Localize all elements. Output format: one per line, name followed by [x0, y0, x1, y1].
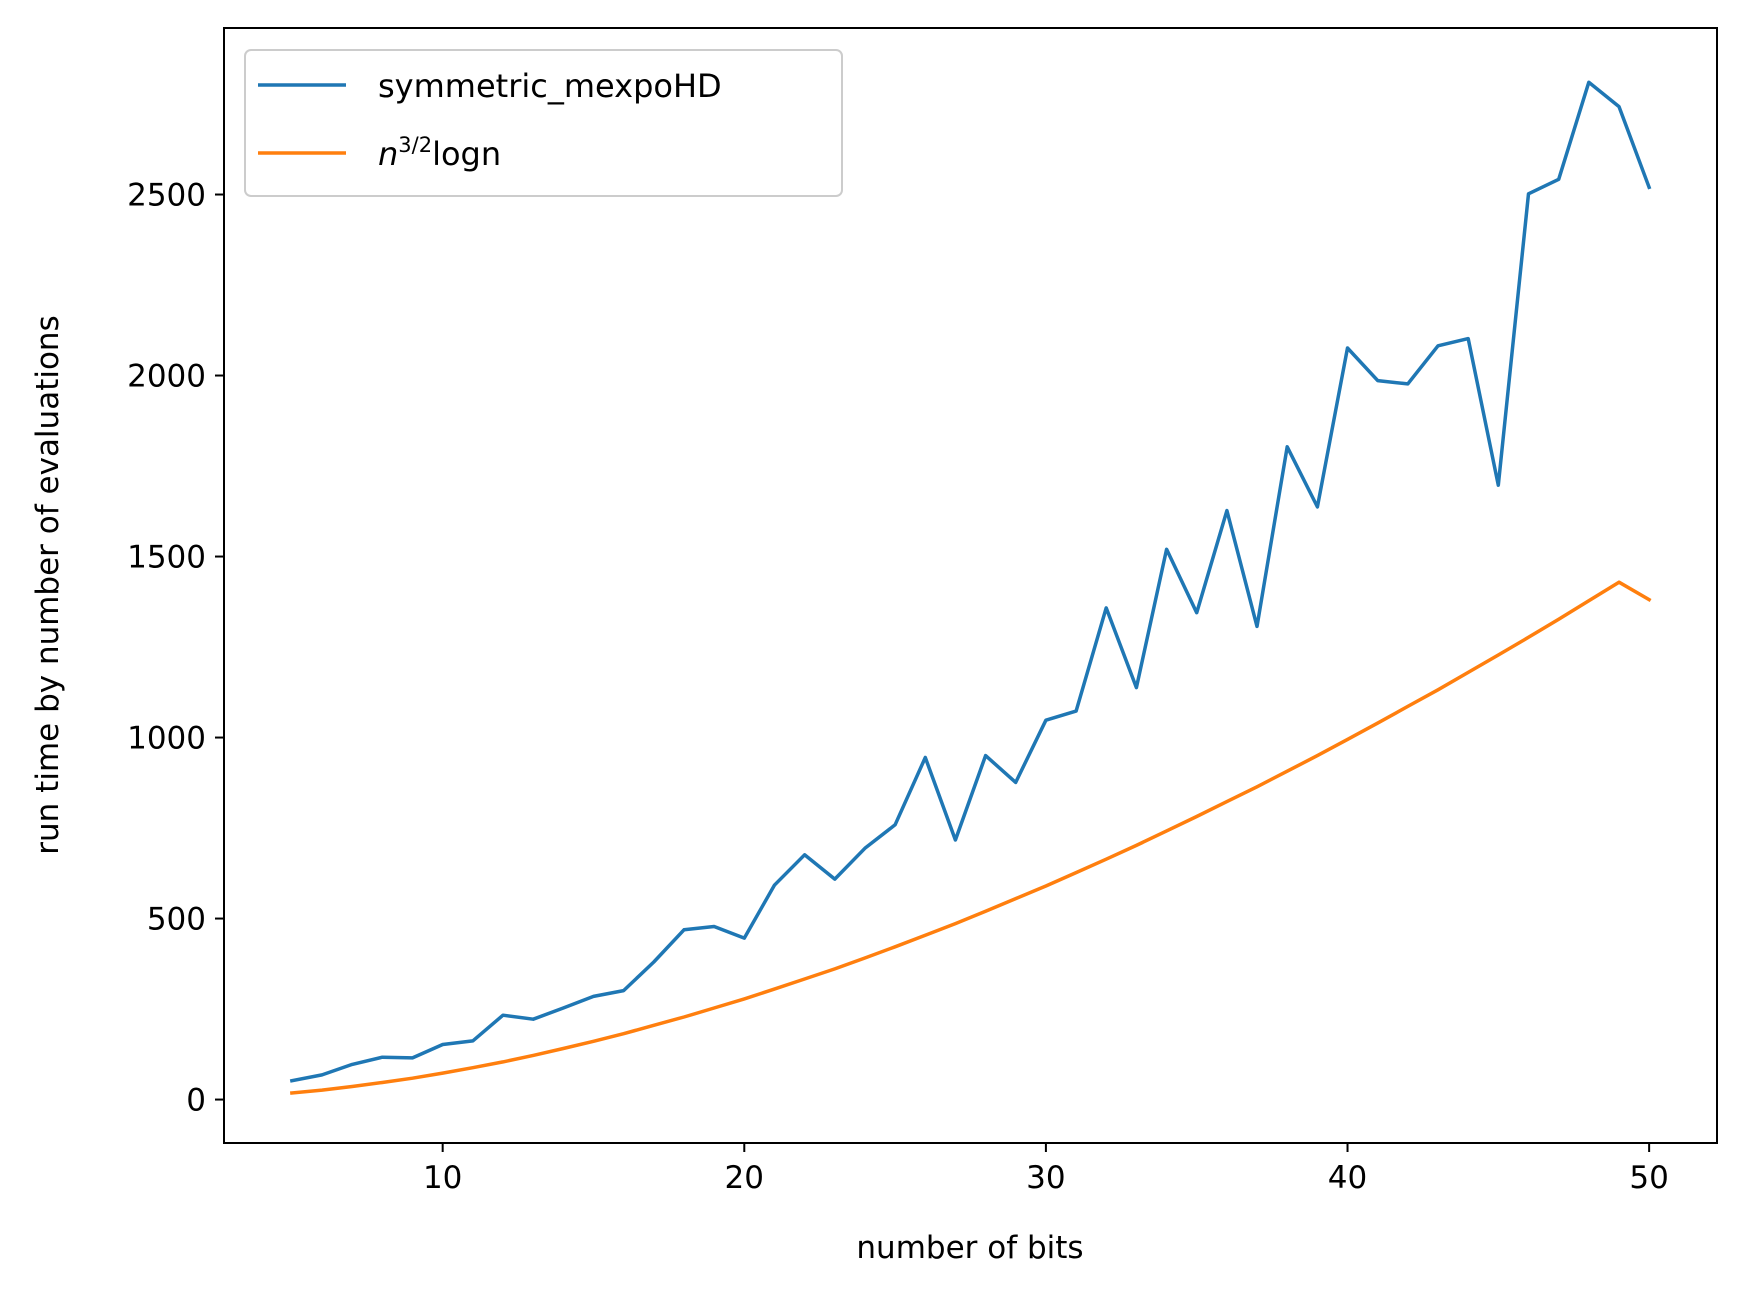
y-tick-label: 0: [186, 1083, 206, 1119]
y-tick-label: 500: [147, 902, 206, 938]
legend-label-tail: logn: [432, 135, 501, 173]
y-axis-title: run time by number of evaluations: [30, 315, 66, 854]
series-line-0: [289, 80, 1652, 1083]
legend-label-symmetric-mexpohd: symmetric_mexpoHD: [378, 67, 722, 105]
legend-box: [244, 49, 843, 197]
legend-label-base: n: [378, 135, 398, 173]
y-tick-label: 2500: [127, 178, 206, 214]
y-tick-label: 1000: [127, 721, 206, 757]
x-tick-label: 40: [1328, 1160, 1367, 1196]
legend: symmetric_mexpoHD n3/2logn: [244, 49, 843, 197]
y-tick-label: 2000: [127, 359, 206, 395]
plot-frame: [223, 27, 1718, 1144]
x-tick-label: 30: [1026, 1160, 1065, 1196]
legend-label-n-log-n: n3/2logn: [378, 133, 501, 173]
y-tick-label: 1500: [127, 540, 206, 576]
legend-label-exponent: 3/2: [398, 133, 432, 157]
x-axis-title: number of bits: [856, 1230, 1083, 1266]
x-tick-label: 50: [1629, 1160, 1668, 1196]
series-layer: [289, 80, 1652, 1095]
series-line-1: [289, 580, 1652, 1095]
plot-area: [224, 28, 1717, 1143]
x-tick-label: 10: [423, 1160, 462, 1196]
x-tick-label: 20: [725, 1160, 764, 1196]
